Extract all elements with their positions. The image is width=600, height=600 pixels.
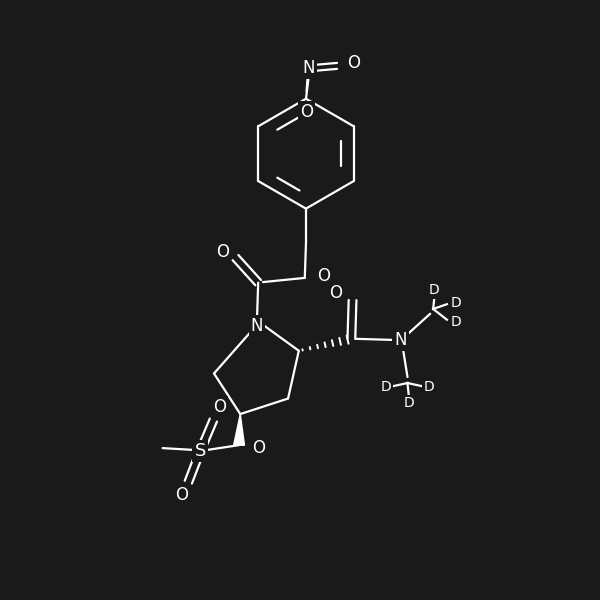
Text: O: O — [300, 103, 313, 121]
Text: N: N — [394, 331, 407, 349]
Text: D: D — [451, 296, 461, 310]
Text: O: O — [216, 242, 229, 260]
Text: O: O — [213, 398, 226, 416]
Polygon shape — [234, 414, 244, 445]
Text: D: D — [451, 315, 461, 329]
Text: O: O — [347, 55, 359, 73]
Text: N: N — [251, 317, 263, 335]
Text: N: N — [303, 59, 315, 77]
Text: D: D — [380, 380, 391, 394]
Text: O: O — [251, 439, 265, 457]
Text: O: O — [317, 266, 331, 284]
Text: D: D — [429, 283, 440, 297]
Text: S: S — [194, 442, 206, 460]
Text: O: O — [175, 486, 188, 504]
Text: D: D — [424, 380, 434, 394]
Text: O: O — [329, 284, 343, 302]
Text: D: D — [403, 397, 414, 410]
